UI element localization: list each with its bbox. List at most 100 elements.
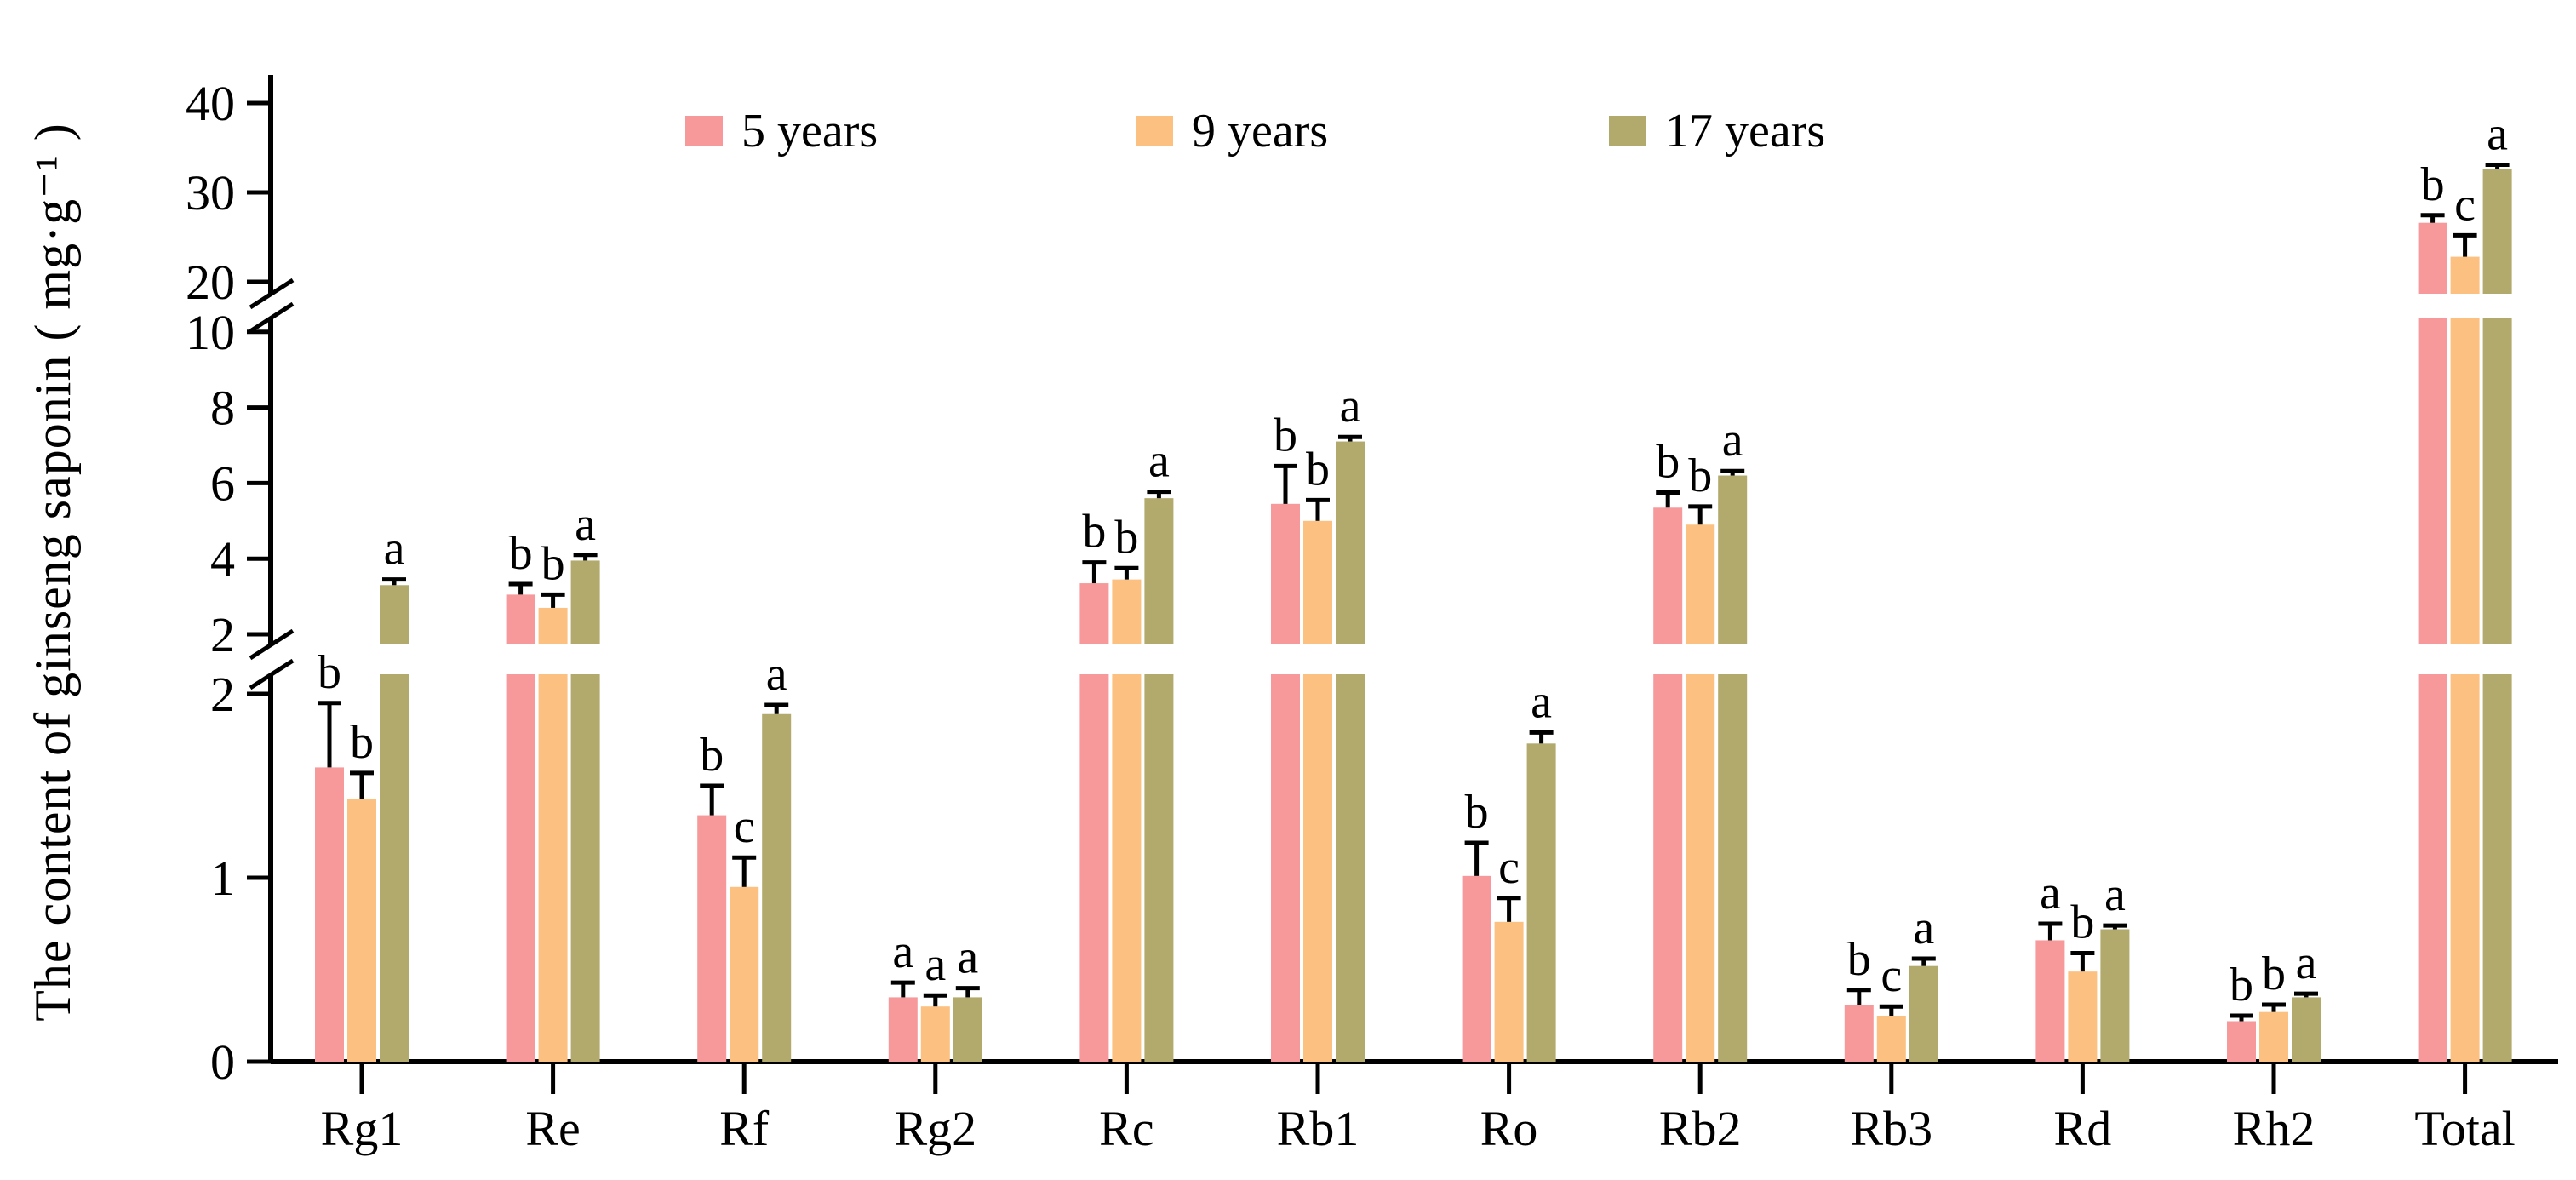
- bar-Total-5-years: [2418, 222, 2447, 294]
- bar-Ro-17-years: [1526, 743, 1556, 1062]
- sig-letter-Rg1-9-years: b: [350, 716, 374, 769]
- bar-Rg2-5-years: [888, 997, 918, 1062]
- sig-letter-Rc-5-years: b: [1082, 506, 1106, 558]
- legend-label-5-years: 5 years: [741, 105, 879, 158]
- y-tick-label-top-40: 40: [186, 76, 235, 131]
- bar-Re-5-years: [506, 594, 535, 644]
- sig-letter-Rb2-5-years: b: [1656, 436, 1680, 489]
- sig-letter-Rg2-5-years: a: [892, 925, 913, 978]
- bar-Total-5-years: [2418, 318, 2447, 644]
- sig-letter-Re-5-years: b: [509, 527, 533, 580]
- sig-letter-Rd-5-years: a: [2040, 867, 2061, 919]
- sig-letter-Rg2-17-years: a: [957, 931, 978, 984]
- bar-Rb1-17-years: [1336, 441, 1365, 644]
- sig-letter-Ro-5-years: b: [1465, 786, 1489, 839]
- x-tick-label-Rb2: Rb2: [1659, 1101, 1742, 1156]
- sig-letter-Rh2-17-years: a: [2296, 937, 2317, 989]
- legend-item-17-years: 17 years: [1609, 105, 1825, 158]
- bar-Total-9-years: [2450, 256, 2480, 294]
- sig-letter-Rb2-17-years: a: [1722, 414, 1743, 467]
- sig-letter-Ro-17-years: a: [1531, 675, 1552, 728]
- sig-letter-Ro-9-years: c: [1498, 841, 1520, 894]
- bar-Total-17-years: [2482, 169, 2512, 294]
- sig-letter-Rf-9-years: c: [734, 800, 755, 853]
- sig-letter-Total-9-years: c: [2454, 178, 2476, 231]
- bar-Rb3-5-years: [1844, 1005, 1874, 1062]
- y-tick-label-top-20: 20: [186, 255, 235, 310]
- sig-letter-Rd-17-years: a: [2104, 868, 2126, 921]
- bar-Rb2-9-years: [1686, 524, 1715, 644]
- bar-Rg2-9-years: [920, 1006, 950, 1062]
- legend-swatch-9-years: [1136, 116, 1173, 146]
- bar-Total-9-years: [2450, 318, 2480, 644]
- bar-Ro-9-years: [1494, 921, 1524, 1062]
- sig-letter-Rh2-9-years: b: [2262, 948, 2286, 1000]
- y-tick-label-bottom-1: 1: [210, 851, 235, 906]
- sig-letter-Rb1-17-years: a: [1340, 380, 1361, 432]
- legend-swatch-5-years: [685, 116, 723, 146]
- bar-Rd-5-years: [2035, 940, 2065, 1062]
- bar-Rd-17-years: [2100, 929, 2130, 1062]
- bar-Rc-9-years: [1112, 579, 1142, 644]
- x-tick-label-Rb1: Rb1: [1277, 1101, 1360, 1156]
- sig-letter-Rb3-17-years: a: [1913, 902, 1934, 954]
- bar-Total-17-years: [2482, 674, 2512, 1062]
- bar-Total-9-years: [2450, 674, 2480, 1062]
- bar-Rc-5-years: [1079, 674, 1109, 1062]
- y-tick-label-bottom-0: 0: [210, 1034, 235, 1090]
- axis-break-slash: [249, 628, 295, 661]
- bar-Total-17-years: [2482, 318, 2512, 644]
- y-tick-label-middle-8: 8: [210, 381, 235, 436]
- bar-Rb2-17-years: [1718, 475, 1748, 644]
- sig-letter-Rb1-5-years: b: [1274, 409, 1297, 461]
- x-tick-label-Ro: Ro: [1480, 1101, 1538, 1156]
- bar-Rf-5-years: [697, 815, 727, 1062]
- bar-Rb2-9-years: [1686, 674, 1715, 1062]
- bar-Re-9-years: [538, 674, 568, 1062]
- x-tick-label-Rf: Rf: [719, 1101, 770, 1156]
- bar-Rc-9-years: [1112, 674, 1142, 1062]
- y-tick-label-middle-4: 4: [210, 531, 235, 587]
- sig-letter-Total-17-years: a: [2487, 107, 2508, 160]
- legend-item-9-years: 9 years: [1136, 105, 1328, 158]
- legend-label-17-years: 17 years: [1665, 105, 1826, 158]
- sig-letter-Rf-5-years: b: [700, 729, 724, 782]
- bar-Ro-5-years: [1462, 875, 1491, 1062]
- x-tick-label-Rb3: Rb3: [1850, 1101, 1932, 1156]
- x-tick-label-Total: Total: [2414, 1101, 2515, 1156]
- bar-Rc-17-years: [1144, 674, 1174, 1062]
- sig-letter-Rb1-9-years: b: [1306, 443, 1330, 495]
- sig-letter-Rh2-5-years: b: [2230, 959, 2253, 1011]
- bar-Rb1-9-years: [1303, 520, 1332, 644]
- bar-Rb3-17-years: [1909, 965, 1938, 1062]
- x-tick-label-Rg1: Rg1: [321, 1101, 404, 1156]
- x-tick-label-Rg2: Rg2: [894, 1101, 976, 1156]
- bar-Rd-9-years: [2068, 971, 2098, 1062]
- bar-Rb2-17-years: [1718, 674, 1748, 1062]
- x-tick-label-Rd: Rd: [2054, 1101, 2112, 1156]
- bar-Rc-17-years: [1144, 498, 1174, 644]
- bar-Rg1-17-years: [380, 674, 409, 1062]
- axis-break-slash: [249, 278, 295, 310]
- sig-letter-Rb3-9-years: c: [1880, 949, 1902, 1002]
- sig-letter-Total-5-years: b: [2421, 158, 2445, 211]
- y-tick-label-middle-2: 2: [210, 607, 235, 662]
- y-tick-label-top-30: 30: [186, 165, 235, 221]
- y-tick-label-bottom-2: 2: [210, 667, 235, 722]
- x-tick-label-Rc: Rc: [1099, 1101, 1153, 1156]
- bar-Rb1-17-years: [1336, 674, 1365, 1062]
- bar-Re-17-years: [570, 560, 600, 644]
- sig-letter-Rf-17-years: a: [766, 648, 787, 701]
- sig-letter-Rd-9-years: b: [2070, 896, 2094, 949]
- y-tick-label-middle-10: 10: [186, 305, 235, 360]
- sig-letter-Rg1-5-years: b: [318, 646, 341, 699]
- bar-Rg2-17-years: [953, 997, 982, 1062]
- bar-Total-5-years: [2418, 674, 2447, 1062]
- bar-Rh2-5-years: [2227, 1021, 2256, 1062]
- bar-Rb1-9-years: [1303, 674, 1332, 1062]
- legend-swatch-17-years: [1609, 116, 1646, 146]
- legend-item-5-years: 5 years: [685, 105, 878, 158]
- sig-letter-Rb2-9-years: b: [1688, 450, 1712, 502]
- sig-letter-Rg2-9-years: a: [924, 938, 946, 991]
